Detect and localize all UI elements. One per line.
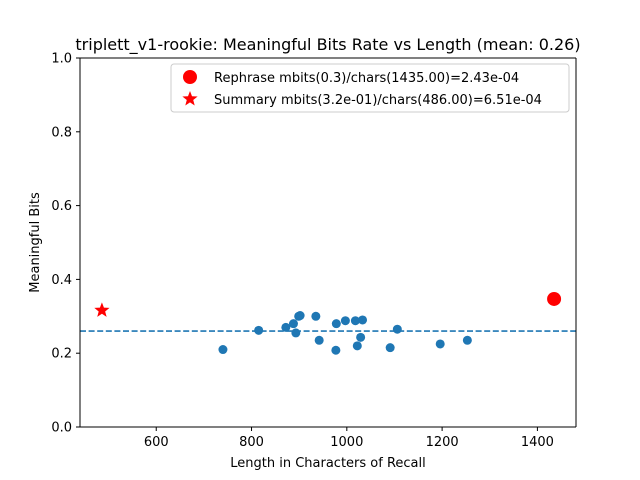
summary-point — [94, 302, 110, 317]
x-tick-label: 800 — [239, 435, 264, 450]
data-point — [352, 341, 362, 351]
plot-area — [80, 58, 576, 427]
y-tick-label: 0.2 — [51, 347, 72, 362]
data-point — [331, 319, 341, 329]
data-point — [435, 339, 445, 349]
ticks-layer: 600 800 1000 1200 1400 0.0 0.2 0.4 0.6 0.8 1.0 — [51, 52, 554, 451]
data-point — [288, 319, 298, 329]
y-tick-label: 0.8 — [51, 125, 72, 140]
axes-layer — [79, 57, 577, 428]
data-point — [350, 316, 360, 326]
x-tick-label: 1200 — [426, 435, 459, 450]
legend: Rephrase mbits(0.3)/chars(1435.00)=2.43e… — [170, 63, 570, 113]
data-point — [311, 311, 321, 321]
data-point — [254, 325, 264, 335]
legend-circle-marker — [183, 70, 197, 84]
x-tick-label: 600 — [144, 435, 169, 450]
y-tick-label: 0.4 — [51, 273, 72, 288]
data-point — [218, 345, 228, 355]
y-tick-label: 0.0 — [51, 421, 72, 436]
data-point — [392, 324, 402, 334]
data-point — [358, 315, 368, 325]
y-tick-label: 1.0 — [51, 52, 72, 67]
data-points-layer — [94, 291, 562, 355]
x-axis-label: Length in Characters of Recall — [230, 456, 426, 471]
x-tick-label: 1400 — [521, 435, 554, 450]
data-point — [331, 345, 341, 355]
data-point — [462, 335, 472, 345]
data-point — [385, 343, 395, 353]
x-tick-label: 1000 — [330, 435, 363, 450]
legend-box — [170, 63, 570, 113]
legend-entry-label: Summary mbits(3.2e-01)/chars(486.00)=6.5… — [214, 93, 542, 108]
rephrase-point — [547, 291, 562, 306]
data-point — [295, 311, 305, 321]
data-point — [356, 332, 366, 342]
data-point — [291, 328, 301, 338]
data-point — [281, 322, 291, 332]
data-point — [340, 316, 350, 326]
y-tick-label: 0.6 — [51, 199, 72, 214]
y-axis-label: Meaningful Bits — [28, 192, 43, 293]
data-point — [314, 335, 324, 345]
legend-star-marker — [182, 91, 198, 106]
legend-entry-label: Rephrase mbits(0.3)/chars(1435.00)=2.43e… — [214, 71, 519, 86]
chart-title: triplett_v1-rookie: Meaningful Bits Rate… — [75, 35, 580, 55]
